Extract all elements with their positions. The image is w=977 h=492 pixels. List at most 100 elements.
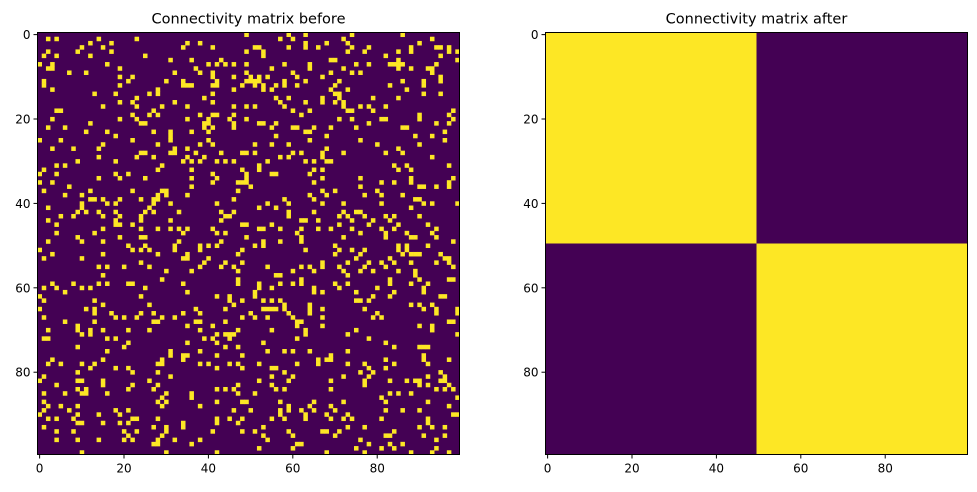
heatmap-cell (387, 294, 393, 299)
heatmap-cell (214, 159, 220, 164)
heatmap-cell (214, 416, 220, 422)
heatmap-cell (366, 298, 372, 303)
heatmap-cell (328, 159, 334, 164)
heatmap-cell (244, 78, 249, 84)
heatmap-cell (37, 180, 43, 185)
heatmap-cell (446, 260, 452, 265)
heatmap-cell (155, 319, 161, 324)
heatmap-cell (408, 302, 414, 308)
heatmap-cell (240, 399, 245, 405)
heatmap-cell (345, 49, 351, 54)
heatmap-cell (320, 429, 325, 434)
heatmap-cell (155, 441, 161, 447)
heatmap-cell (434, 386, 439, 392)
heatmap-cell (83, 386, 89, 392)
heatmap-cell (261, 53, 266, 59)
heatmap-cell (252, 391, 258, 396)
heatmap-cell (88, 327, 93, 333)
heatmap-cell (41, 391, 47, 396)
heatmap-cell (240, 180, 245, 185)
heatmap-cell (58, 108, 64, 113)
heatmap-cell (446, 277, 452, 282)
heatmap-cell (442, 374, 448, 379)
heatmap-cell (134, 154, 140, 160)
heatmap-cell (387, 256, 393, 261)
heatmap-cell (290, 315, 296, 320)
heatmap-cell (273, 133, 279, 139)
heatmap-cell (375, 188, 380, 194)
heatmap-cell (278, 154, 283, 160)
heatmap-cell (400, 251, 405, 257)
heatmap-cell (337, 95, 342, 101)
heatmap-cell (193, 319, 199, 324)
heatmap-cell (218, 150, 224, 156)
heatmap-cell (244, 104, 249, 109)
heatmap-cell (164, 391, 169, 396)
heatmap-cell (421, 433, 427, 438)
heatmap-cell (244, 235, 249, 240)
heatmap-cell (358, 298, 363, 303)
heatmap-cell (261, 87, 266, 92)
heatmap-cell (185, 116, 190, 122)
heatmap-cell (113, 222, 118, 227)
heatmap-cell (417, 378, 422, 384)
heatmap-cell (180, 420, 186, 426)
heatmap-cell (303, 247, 308, 253)
heatmap-cell (362, 306, 367, 312)
heatmap-cell (105, 129, 110, 135)
heatmap-cell (396, 167, 401, 173)
heatmap-cell (294, 336, 300, 341)
heatmap-cell (324, 357, 329, 362)
heatmap-cell (379, 226, 384, 232)
heatmap-cell (261, 306, 266, 312)
heatmap-cell (159, 361, 165, 367)
heatmap-cell (391, 260, 397, 265)
heatmap-cell (75, 327, 80, 333)
heatmap-cell (366, 441, 372, 447)
heatmap-cell (214, 62, 220, 67)
heatmap-cell (252, 315, 258, 320)
heatmap-cell (218, 57, 224, 63)
heatmap-cell (408, 450, 414, 455)
heatmap-cell (345, 424, 351, 430)
heatmap-cell (172, 100, 178, 105)
heatmap-cell (189, 175, 194, 181)
heatmap-cell (286, 213, 291, 219)
heatmap-cell (413, 273, 418, 278)
heatmap-cell (396, 95, 401, 101)
heatmap-cell (413, 197, 418, 202)
heatmap-cell (349, 218, 355, 223)
heatmap-cell (425, 416, 431, 422)
heatmap-cell (400, 78, 405, 84)
heatmap-cell (328, 57, 334, 63)
heatmap-cell (417, 251, 422, 257)
heatmap-cell (231, 332, 237, 337)
heatmap-cell (278, 36, 283, 42)
heatmap-cell (303, 218, 308, 223)
heatmap-cell (96, 146, 102, 151)
heatmap-cell (337, 116, 342, 122)
heatmap-cell (37, 412, 43, 417)
heatmap-cell (438, 78, 443, 84)
heatmap-cell (75, 344, 80, 350)
heatmap-cell (396, 222, 401, 227)
heatmap-cell (155, 142, 161, 147)
heatmap-cell (286, 378, 291, 384)
heatmap-cell (320, 150, 325, 156)
heatmap-cell (413, 251, 418, 257)
heatmap-cell (261, 121, 266, 126)
heatmap-cell (45, 66, 51, 71)
heatmap-cell (261, 243, 266, 249)
heatmap-cell (117, 66, 123, 71)
heatmap-cell (151, 197, 156, 202)
heatmap-cell (248, 408, 254, 413)
heatmap-cell (130, 370, 135, 375)
heatmap-cell (282, 370, 287, 375)
heatmap-cell (434, 226, 439, 232)
heatmap-cell (299, 226, 304, 232)
heatmap-cell (37, 306, 43, 312)
heatmap-cell (117, 175, 123, 181)
heatmap-cell (210, 226, 216, 232)
heatmap-cell (244, 150, 249, 156)
heatmap-cell (79, 332, 85, 337)
